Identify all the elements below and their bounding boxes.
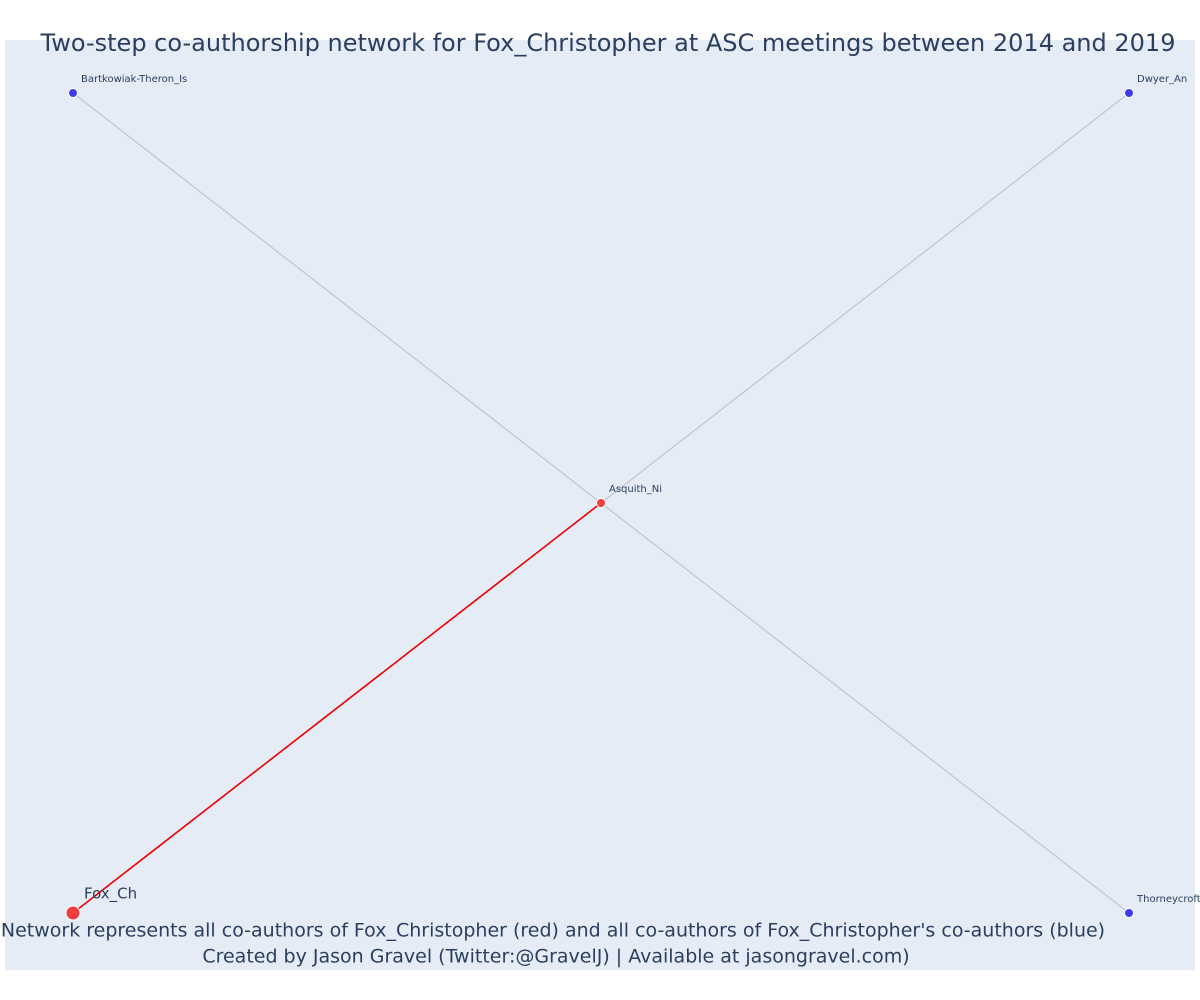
node	[68, 88, 78, 98]
node	[65, 905, 81, 921]
edge	[600, 502, 1130, 914]
title: Two-step co-authorship network for Fox_C…	[40, 29, 1176, 57]
node-label: Fox_Ch	[84, 885, 137, 904]
edge	[600, 92, 1130, 504]
node	[596, 498, 606, 508]
footer-line: Created by Jason Gravel (Twitter:@Gravel…	[202, 946, 909, 968]
footer-line: Network represents all co-authors of Fox…	[1, 920, 1105, 942]
edge	[72, 92, 602, 504]
node-label: Bartkowiak-Theron_Is	[81, 74, 187, 85]
node-label: Dwyer_An	[1137, 74, 1187, 85]
node-label: Asquith_Ni	[609, 484, 662, 495]
node-label: Thorneycroft	[1136, 894, 1200, 905]
node	[1124, 908, 1134, 918]
node	[1124, 88, 1134, 98]
edge	[72, 502, 602, 914]
